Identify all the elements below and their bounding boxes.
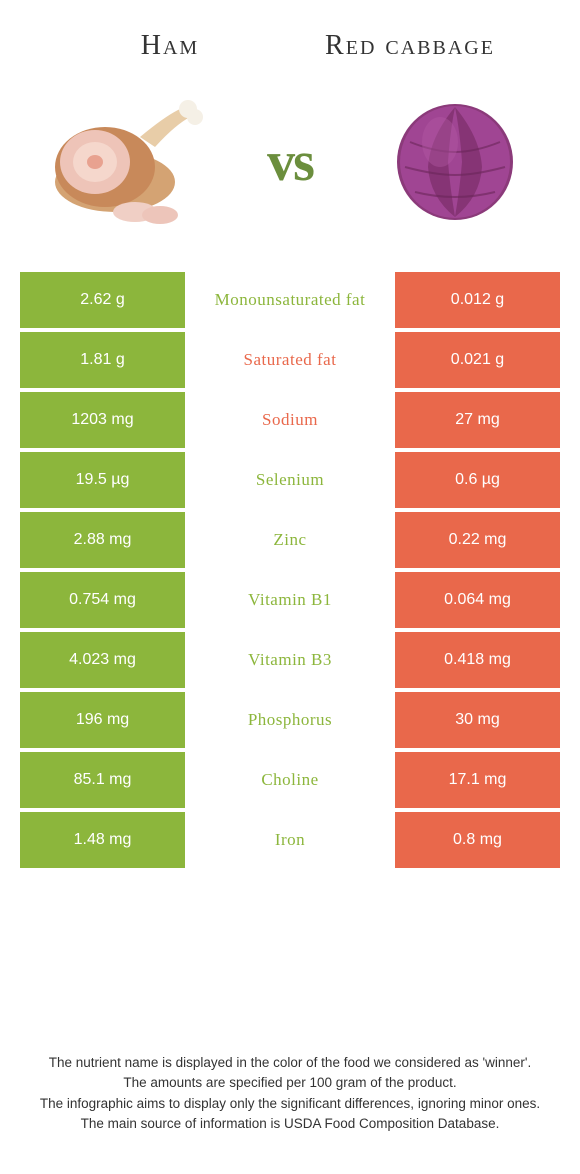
right-value-cell: 0.22 mg xyxy=(395,512,560,568)
table-row: 19.5 µgSelenium0.6 µg xyxy=(20,452,560,508)
nutrient-label: Vitamin B3 xyxy=(185,632,395,688)
table-row: 1.81 gSaturated fat0.021 g xyxy=(20,332,560,388)
left-value-cell: 85.1 mg xyxy=(20,752,185,808)
header: Ham Red cabbage xyxy=(0,0,580,72)
nutrient-label: Zinc xyxy=(185,512,395,568)
nutrient-label: Selenium xyxy=(185,452,395,508)
ham-image xyxy=(40,82,210,242)
footer-notes: The nutrient name is displayed in the co… xyxy=(30,1053,550,1134)
right-value-cell: 27 mg xyxy=(395,392,560,448)
cabbage-image xyxy=(370,82,540,242)
nutrient-label: Choline xyxy=(185,752,395,808)
vs-label: vs xyxy=(267,130,313,194)
table-row: 85.1 mgCholine17.1 mg xyxy=(20,752,560,808)
left-value-cell: 2.62 g xyxy=(20,272,185,328)
right-value-cell: 30 mg xyxy=(395,692,560,748)
left-food-title: Ham xyxy=(50,30,290,62)
table-row: 0.754 mgVitamin B10.064 mg xyxy=(20,572,560,628)
footer-line: The infographic aims to display only the… xyxy=(30,1094,550,1114)
right-value-cell: 0.064 mg xyxy=(395,572,560,628)
right-value-cell: 0.021 g xyxy=(395,332,560,388)
right-food-title: Red cabbage xyxy=(290,31,530,62)
cabbage-icon xyxy=(390,97,520,227)
nutrient-label: Monounsaturated fat xyxy=(185,272,395,328)
footer-line: The nutrient name is displayed in the co… xyxy=(30,1053,550,1073)
left-value-cell: 1203 mg xyxy=(20,392,185,448)
table-row: 4.023 mgVitamin B30.418 mg xyxy=(20,632,560,688)
table-row: 2.62 gMonounsaturated fat0.012 g xyxy=(20,272,560,328)
left-value-cell: 19.5 µg xyxy=(20,452,185,508)
footer-line: The main source of information is USDA F… xyxy=(30,1114,550,1134)
comparison-table: 2.62 gMonounsaturated fat0.012 g1.81 gSa… xyxy=(20,272,560,868)
right-value-cell: 0.6 µg xyxy=(395,452,560,508)
left-value-cell: 196 mg xyxy=(20,692,185,748)
table-row: 2.88 mgZinc0.22 mg xyxy=(20,512,560,568)
nutrient-label: Sodium xyxy=(185,392,395,448)
images-row: vs xyxy=(0,72,580,272)
right-value-cell: 0.418 mg xyxy=(395,632,560,688)
table-row: 1.48 mgIron0.8 mg xyxy=(20,812,560,868)
table-row: 196 mgPhosphorus30 mg xyxy=(20,692,560,748)
ham-icon xyxy=(40,87,210,237)
nutrient-label: Iron xyxy=(185,812,395,868)
nutrient-label: Phosphorus xyxy=(185,692,395,748)
right-value-cell: 0.8 mg xyxy=(395,812,560,868)
left-value-cell: 1.48 mg xyxy=(20,812,185,868)
nutrient-label: Vitamin B1 xyxy=(185,572,395,628)
nutrient-label: Saturated fat xyxy=(185,332,395,388)
right-value-cell: 17.1 mg xyxy=(395,752,560,808)
right-value-cell: 0.012 g xyxy=(395,272,560,328)
table-row: 1203 mgSodium27 mg xyxy=(20,392,560,448)
left-value-cell: 4.023 mg xyxy=(20,632,185,688)
left-value-cell: 0.754 mg xyxy=(20,572,185,628)
left-value-cell: 2.88 mg xyxy=(20,512,185,568)
footer-line: The amounts are specified per 100 gram o… xyxy=(30,1073,550,1093)
left-value-cell: 1.81 g xyxy=(20,332,185,388)
